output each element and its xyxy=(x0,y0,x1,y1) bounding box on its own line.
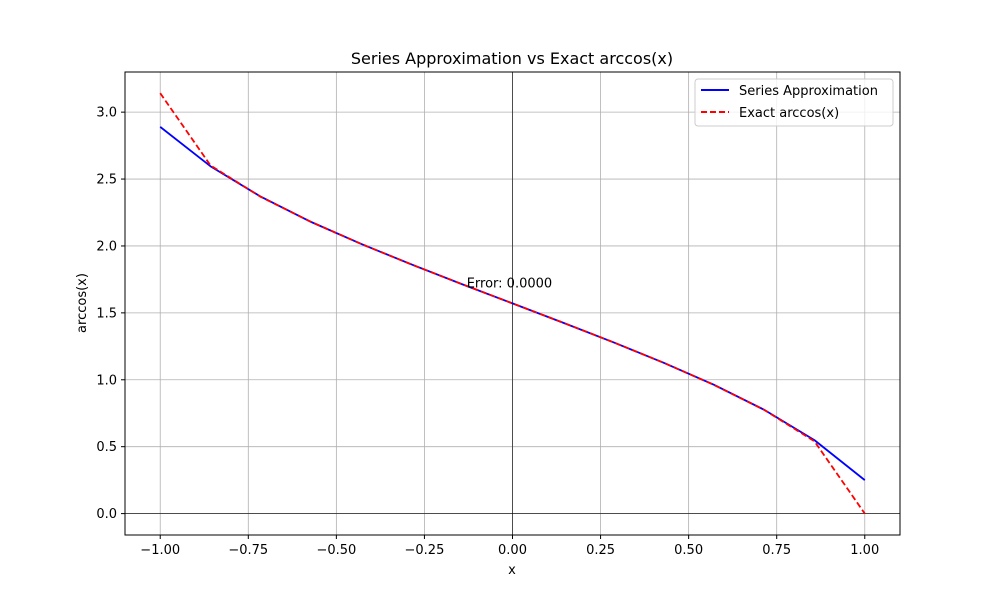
x-tick-label: −0.25 xyxy=(405,543,445,558)
x-axis-ticks: −1.00 −0.75 −0.50 −0.25 0.00 0.25 0.50 0.75 1.00 xyxy=(140,535,879,558)
legend-label-series-approximation: Series Approximation xyxy=(739,84,878,99)
legend-box xyxy=(694,78,894,127)
y-tick-label: 2.0 xyxy=(96,239,117,254)
y-tick-label: 0.5 xyxy=(96,440,117,455)
y-tick-label: 1.5 xyxy=(96,306,117,321)
error-annotation: Error: 0.0000 xyxy=(467,276,552,291)
x-tick-label: 0.50 xyxy=(674,543,703,558)
x-tick-label: 0.00 xyxy=(498,543,527,558)
y-axis-ticks: 0.0 0.5 1.0 1.5 2.0 2.5 3.0 xyxy=(96,106,125,522)
x-tick-label: −0.75 xyxy=(228,543,268,558)
y-axis-label: arccos(x) xyxy=(75,273,90,333)
x-tick-label: 1.00 xyxy=(850,543,879,558)
y-tick-label: 0.0 xyxy=(96,507,117,522)
x-axis-label: x xyxy=(508,563,516,578)
legend: Series Approximation Exact arccos(x) xyxy=(694,78,894,127)
series-layer xyxy=(159,92,866,515)
chart-title: Series Approximation vs Exact arccos(x) xyxy=(351,49,673,68)
exact-arccos-line xyxy=(159,92,866,515)
y-tick-label: 1.0 xyxy=(96,373,117,388)
x-tick-label: −1.00 xyxy=(140,543,180,558)
x-tick-label: 0.75 xyxy=(762,543,791,558)
x-tick-label: −0.50 xyxy=(316,543,356,558)
y-tick-label: 2.5 xyxy=(96,173,117,188)
x-tick-label: 0.25 xyxy=(586,543,615,558)
y-tick-label: 3.0 xyxy=(96,106,117,121)
legend-label-exact-arccos: Exact arccos(x) xyxy=(739,106,839,121)
